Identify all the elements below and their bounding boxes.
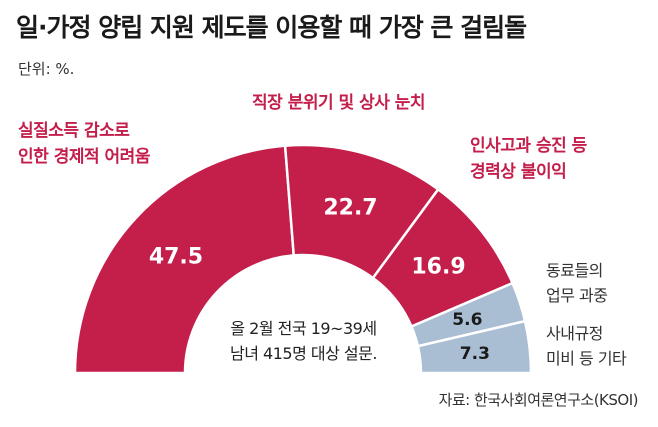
slice-label-2-line-1: 경력상 불이익: [470, 162, 567, 182]
chart-title: 일·가정 양립 지원 제도를 이용할 때 가장 큰 걸림돌: [16, 13, 527, 42]
slice-label-3: 동료들의 업무 과중: [546, 258, 608, 308]
unit-label: 단위: %.: [18, 60, 75, 78]
slice-label-1: 직장 분위기 및 상사 눈치: [252, 90, 426, 116]
slice-value-2: 16.9: [411, 254, 465, 279]
slice-label-4-line-1: 미비 등 기타: [546, 349, 627, 368]
slice-label-4: 사내규정 미비 등 기타: [546, 321, 627, 371]
slice-0: [73, 144, 296, 375]
survey-note-line-0: 올 2월 전국 19~39세: [230, 319, 377, 338]
slice-label-0-line-0: 실질소득 감소로: [18, 121, 130, 141]
slice-label-3-line-0: 동료들의: [546, 261, 603, 280]
slice-label-1-line-0: 직장 분위기 및 상사 눈치: [252, 93, 426, 113]
slice-value-4: 7.3: [460, 344, 490, 364]
survey-note-line-1: 남녀 415명 대상 설문.: [230, 344, 377, 363]
slice-value-1: 22.7: [323, 196, 377, 221]
slice-4: [416, 319, 533, 375]
slice-value-3: 5.6: [452, 310, 482, 330]
slice-label-4-line-0: 사내규정: [546, 324, 603, 343]
slice-label-0: 실질소득 감소로 인한 경제적 어려움: [18, 118, 150, 170]
slice-label-3-line-1: 업무 과중: [546, 286, 608, 305]
slice-value-0: 47.5: [149, 245, 203, 270]
survey-note: 올 2월 전국 19~39세 남녀 415명 대상 설문.: [230, 316, 377, 366]
slice-label-2-line-0: 인사고과 승진 등: [470, 136, 587, 156]
source-credit: 자료: 한국사회여론연구소(KSOI): [438, 391, 639, 409]
slice-label-2: 인사고과 승진 등 경력상 불이익: [470, 133, 587, 185]
slice-label-0-line-1: 인한 경제적 어려움: [18, 147, 150, 167]
